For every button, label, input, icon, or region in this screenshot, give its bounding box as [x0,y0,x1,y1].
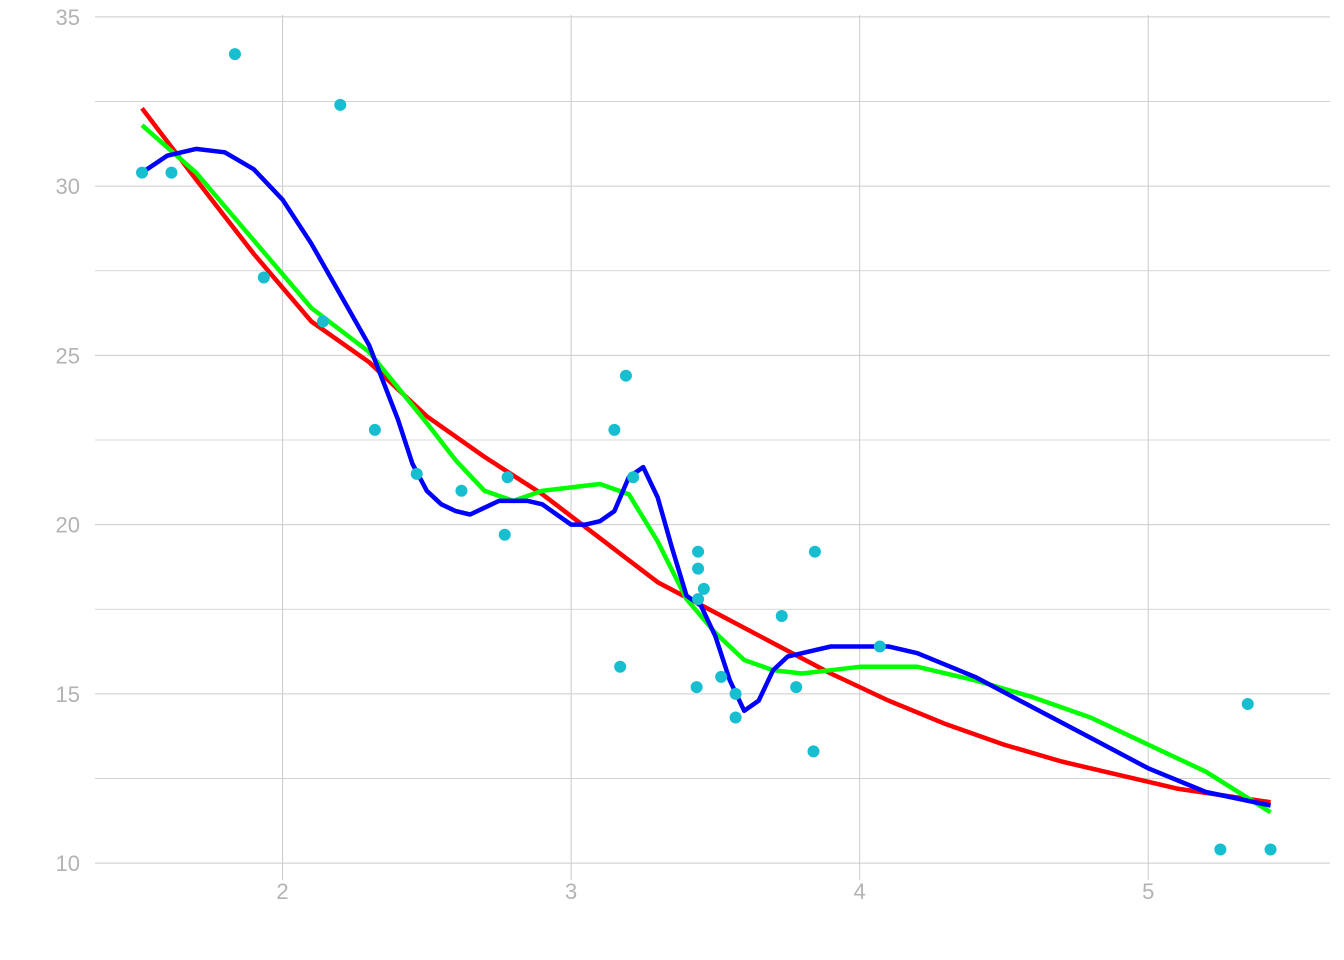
data-point [790,681,803,694]
x-tick-label: 4 [854,879,866,904]
data-point [690,681,703,694]
data-point [1241,698,1254,710]
blue-fit-curve [140,146,1272,808]
data-point [1214,843,1227,856]
data-point [455,484,468,497]
x-tick-label: 5 [1142,879,1154,904]
y-tick-label: 10 [56,851,80,876]
red-fit-curve [140,106,1271,805]
data-point [1264,843,1277,856]
data-point [228,48,241,61]
fit-curves [140,106,1272,815]
data-point [316,315,329,328]
data-point [136,166,149,179]
data-point [807,745,820,758]
x-tick-label: 3 [565,879,577,904]
tick-labels: 10 15 20 25 30 35 2 3 4 5 [56,5,1155,904]
data-point [692,545,705,558]
data-points [136,48,1277,856]
data-point [729,711,742,724]
data-point [368,423,381,436]
data-point [627,471,640,484]
x-tick-label: 2 [276,879,288,904]
data-point [729,687,742,700]
data-point [410,467,423,480]
data-point [614,660,627,673]
y-tick-label: 30 [56,174,80,199]
y-tick-label: 20 [56,513,80,538]
data-point [808,545,821,558]
data-point [697,582,710,595]
data-point [775,610,788,622]
data-point [692,593,705,606]
grid-layer [95,15,1330,880]
data-point [165,166,178,179]
y-tick-label: 35 [56,5,80,30]
data-point [692,562,705,575]
y-tick-label: 25 [56,343,80,368]
data-point [608,423,621,436]
data-point [619,369,632,382]
data-point [257,271,270,284]
data-point [873,640,886,653]
data-point [334,98,347,111]
green-fit-curve [140,123,1272,815]
y-tick-label: 15 [56,682,80,707]
data-point [715,670,728,683]
data-point [501,471,514,484]
data-point [498,528,511,541]
